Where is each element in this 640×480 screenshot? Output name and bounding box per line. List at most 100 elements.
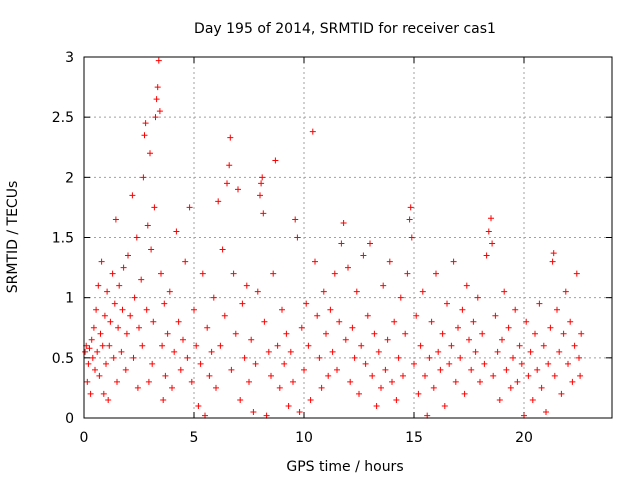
data-point — [274, 342, 281, 349]
data-point — [139, 342, 146, 349]
data-point — [573, 270, 580, 277]
data-point — [106, 342, 113, 349]
data-point — [331, 270, 338, 277]
data-point — [452, 378, 459, 385]
data-point — [134, 384, 141, 391]
grid-lines — [84, 57, 612, 418]
data-point — [186, 204, 193, 211]
data-point — [140, 174, 147, 181]
data-point — [380, 282, 387, 289]
data-point — [95, 282, 102, 289]
data-point — [384, 336, 391, 343]
data-point — [514, 378, 521, 385]
data-point — [356, 390, 362, 397]
data-point — [505, 324, 512, 331]
data-point — [175, 318, 182, 325]
data-point — [336, 318, 343, 325]
x-tick-label: 10 — [295, 430, 313, 446]
data-point — [161, 300, 168, 307]
data-point — [191, 306, 197, 313]
x-tick-label: 0 — [80, 430, 89, 446]
data-point — [119, 306, 126, 313]
data-point — [395, 354, 402, 361]
data-point — [540, 342, 547, 349]
data-point — [89, 354, 96, 361]
data-point — [276, 384, 283, 391]
data-point — [254, 288, 261, 295]
data-point — [353, 288, 360, 295]
data-point — [105, 396, 112, 403]
data-point — [159, 342, 166, 349]
data-point — [151, 204, 158, 211]
data-point — [518, 360, 525, 367]
data-point — [367, 240, 373, 247]
data-point — [362, 360, 369, 367]
data-point — [166, 288, 173, 295]
data-point — [448, 342, 455, 349]
data-point — [477, 378, 483, 385]
data-point — [325, 372, 332, 379]
data-point — [543, 408, 549, 415]
x-axis-ticks: 0 5 10 15 20 — [80, 57, 533, 446]
data-point — [252, 360, 259, 367]
data-point — [141, 132, 148, 139]
data-point — [503, 366, 510, 373]
data-point — [393, 396, 400, 403]
data-point — [153, 96, 160, 103]
x-tick-label: 5 — [190, 430, 199, 446]
data-point — [301, 366, 307, 373]
data-point — [235, 186, 241, 193]
data-point — [180, 336, 186, 343]
data-point — [430, 384, 437, 391]
data-point — [345, 264, 351, 271]
data-point — [219, 246, 226, 253]
data-point — [258, 180, 265, 187]
chart-title: Day 195 of 2014, SRMTID for receiver cas… — [194, 21, 496, 37]
data-point — [127, 312, 134, 319]
y-axis-ticks: 0 0.5 1 1.5 2 2.5 3 — [52, 50, 612, 427]
data-point — [417, 342, 424, 349]
data-point — [114, 378, 120, 385]
data-point — [571, 342, 578, 349]
data-point — [547, 324, 554, 331]
data-point — [109, 270, 116, 277]
data-point — [206, 372, 213, 379]
data-point — [435, 348, 442, 355]
data-point — [413, 312, 420, 319]
data-point — [136, 324, 142, 331]
data-point — [536, 300, 543, 307]
data-point — [290, 378, 296, 385]
data-point — [283, 330, 290, 337]
data-point — [334, 366, 340, 373]
data-point — [112, 216, 119, 223]
data-point — [472, 348, 479, 355]
data-point — [195, 402, 202, 409]
data-point — [270, 270, 277, 277]
data-point — [144, 222, 151, 229]
data-point — [360, 252, 367, 259]
data-point — [309, 128, 316, 135]
y-tick-label: 1 — [65, 291, 74, 307]
data-point — [373, 402, 380, 409]
data-point — [104, 288, 111, 295]
data-point — [459, 306, 466, 313]
data-point — [512, 306, 519, 313]
data-point — [303, 300, 310, 307]
data-point — [369, 372, 376, 379]
data-point — [474, 294, 481, 301]
data-point — [90, 324, 97, 331]
data-point — [99, 342, 106, 349]
data-point — [439, 330, 446, 337]
data-point — [455, 324, 461, 331]
data-point — [154, 84, 161, 91]
data-point — [378, 384, 384, 391]
data-point — [496, 396, 503, 403]
data-point — [197, 360, 204, 367]
data-point — [532, 330, 538, 337]
data-point — [437, 366, 444, 373]
data-point — [329, 348, 336, 355]
data-point — [525, 372, 532, 379]
data-point — [261, 318, 268, 325]
data-point — [210, 294, 217, 301]
data-point — [305, 342, 312, 349]
